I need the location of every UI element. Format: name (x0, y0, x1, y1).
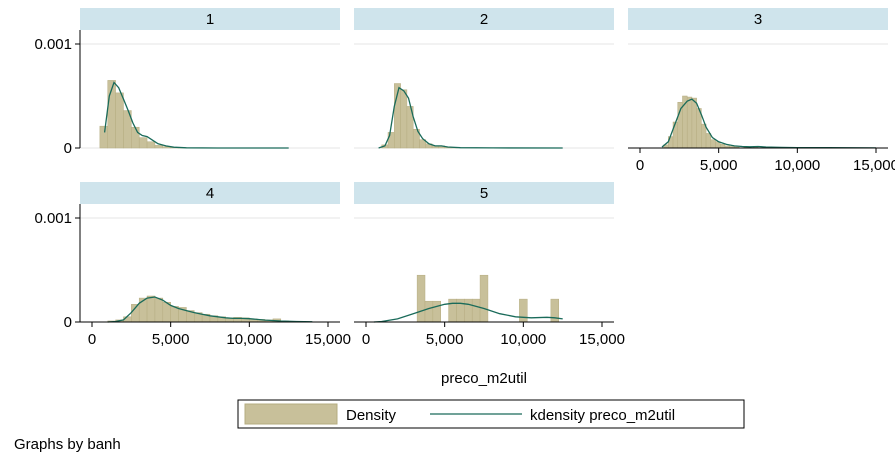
density-bar (424, 300, 434, 323)
graphs-by-note: Graphs by banh (14, 436, 121, 453)
kdensity-line (107, 296, 313, 323)
density-bar (686, 96, 693, 149)
panel-strip (80, 8, 340, 30)
panel-strip (354, 182, 614, 204)
x-tick-label: 5,000 (152, 331, 190, 348)
legend-swatch-density (244, 403, 338, 425)
kdensity-line (378, 86, 563, 149)
x-tick-label: 10,000 (226, 331, 272, 348)
x-axis-title: preco_m2util (441, 370, 527, 387)
panel-4: 4 0 0.001 0 5,000 10,000 15,000 (34, 182, 351, 348)
panel-strip-label: 5 (480, 185, 488, 202)
density-bar (99, 125, 108, 149)
density-bar (432, 300, 441, 323)
panel-2: 2 (354, 8, 614, 149)
panel-5: 5 0 5,000 10,000 15,000 (354, 182, 625, 348)
density-bar (400, 89, 408, 149)
legend-label-kdensity: kdensity preco_m2util (530, 407, 675, 424)
x-tick-label: 15,000 (853, 157, 895, 174)
x-tick-label: 5,000 (426, 331, 464, 348)
density-bar (719, 144, 726, 149)
panel-1: 1 0 0.001 (34, 8, 340, 157)
density-bar (154, 297, 164, 323)
x-tick-label: 5,000 (700, 157, 738, 174)
panel-strip (80, 182, 340, 204)
x-tick-label: 10,000 (500, 331, 546, 348)
y-tick-label: 0.001 (34, 36, 72, 53)
panel-3: 3 0 5,000 10,000 15,000 (628, 8, 895, 174)
density-bar (115, 92, 124, 149)
kdensity-line (661, 98, 877, 149)
panel-strip (354, 8, 614, 30)
x-tick-label: 15,000 (579, 331, 625, 348)
panel-strip-label: 1 (206, 11, 214, 28)
y-tick-label: 0 (64, 314, 72, 331)
density-bar (448, 298, 457, 323)
density-bar (456, 298, 465, 323)
panel-strip-label: 4 (206, 185, 214, 202)
x-tick-label: 10,000 (774, 157, 820, 174)
density-bar (138, 137, 148, 149)
kdensity-line (373, 302, 563, 323)
density-bar (710, 139, 716, 149)
density-bar (138, 297, 148, 323)
x-tick-label: 0 (88, 331, 96, 348)
panel-strip-label: 3 (754, 11, 762, 28)
x-tick-label: 0 (636, 157, 644, 174)
density-bar (412, 129, 420, 149)
density-bar (479, 274, 489, 323)
density-bar (146, 295, 156, 323)
y-tick-label: 0 (64, 140, 72, 157)
legend-label-density: Density (346, 407, 397, 424)
density-bar (519, 298, 528, 323)
kdensity-line (103, 81, 289, 149)
panel-strip-label: 2 (480, 11, 488, 28)
density-bar (146, 141, 156, 149)
density-bar (705, 133, 712, 149)
density-bar (387, 132, 395, 149)
density-bar (416, 274, 426, 323)
density-bar (701, 123, 707, 149)
density-bar (154, 145, 164, 149)
x-tick-label: 0 (362, 331, 370, 348)
legend: Density kdensity preco_m2util (237, 399, 745, 429)
density-bar (464, 298, 473, 323)
x-tick-label: 15,000 (305, 331, 351, 348)
panel-strip (628, 8, 888, 30)
density-bar (691, 97, 697, 149)
y-tick-label: 0.001 (34, 210, 72, 227)
density-bar (471, 298, 481, 323)
density-bar (131, 126, 140, 149)
